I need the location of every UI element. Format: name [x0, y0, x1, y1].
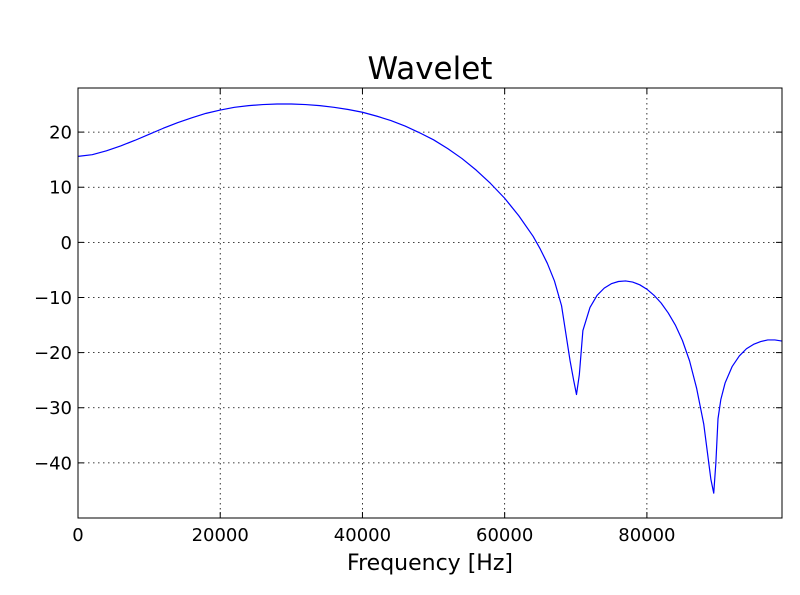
x-tick-label: 40000 — [334, 525, 391, 546]
x-axis-label: Frequency [Hz] — [347, 551, 513, 576]
y-tick-label: −40 — [34, 453, 72, 474]
series-line — [77, 103, 783, 494]
y-tick-label: −10 — [34, 288, 72, 309]
series-layer — [77, 103, 783, 494]
y-tick-label: 10 — [49, 178, 72, 199]
x-tick-label: 0 — [72, 525, 83, 546]
y-tick-label: 20 — [49, 123, 72, 144]
y-tick-label: −20 — [34, 343, 72, 364]
y-tick-label: −30 — [34, 398, 72, 419]
y-tick-label: 0 — [61, 233, 72, 254]
grid — [77, 88, 782, 518]
ticks: 0 20000 40000 60000 80000 20 10 0 −10 −20 −30 −40 — [34, 88, 782, 546]
plot-frame — [77, 87, 783, 519]
x-tick-label: 60000 — [476, 525, 533, 546]
x-tick-label: 80000 — [618, 525, 675, 546]
chart-title: Wavelet — [368, 51, 493, 87]
x-tick-label: 20000 — [192, 525, 249, 546]
